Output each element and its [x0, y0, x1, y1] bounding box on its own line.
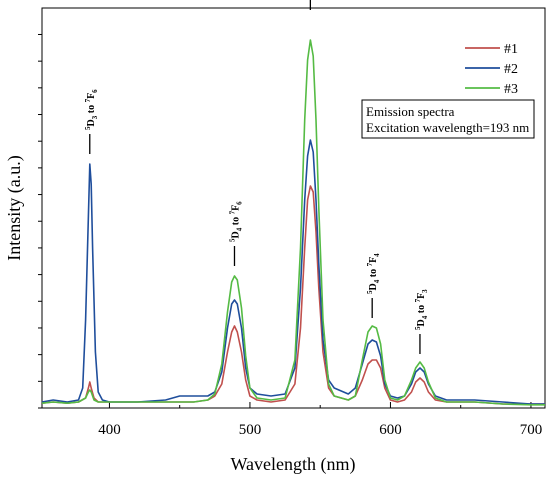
x-tick-label: 400: [98, 422, 121, 438]
annotation-text: 5D3 to 7F6: [84, 89, 99, 130]
annotation-part: F: [86, 93, 97, 99]
annotation-part: to: [368, 266, 379, 279]
legend: #1 #2 #3: [465, 42, 518, 97]
x-tick-label: 600: [379, 422, 402, 438]
y-axis-title: Intensity (a.u.): [4, 155, 25, 260]
info-box-line-1: Emission spectra: [366, 104, 455, 119]
legend-label: #1: [504, 42, 518, 57]
annotation-part: 7: [366, 262, 374, 266]
legend-label: #3: [504, 82, 518, 97]
x-tick-label: 700: [520, 422, 543, 438]
annotation-part: to: [416, 302, 427, 315]
x-axis-ticks: 400 500 600 700: [98, 402, 542, 438]
annotation-part: D: [368, 283, 379, 290]
annotation-label: 5D4 to 7F6: [228, 201, 243, 242]
annotation-text: 5D4 to 7F4: [366, 253, 381, 294]
series-layer: [41, 39, 545, 406]
annotation-part: 4: [421, 315, 429, 319]
series-line-3: [41, 39, 545, 406]
x-axis-title: Wavelength (nm): [230, 454, 355, 475]
x-tick-label: 500: [239, 422, 262, 438]
annotation-part: to: [230, 214, 241, 227]
annotation-part: 5: [228, 238, 236, 242]
annotation-part: D: [230, 231, 241, 238]
annotation-part: F: [416, 293, 427, 299]
annotation-part: 6: [235, 201, 243, 205]
annotation-part: 3: [421, 289, 429, 293]
annotation-part: 6: [91, 89, 99, 93]
annotation-part: 4: [235, 227, 243, 231]
info-box-line-2: Excitation wavelength=193 nm: [366, 120, 529, 135]
info-box-frame: [361, 99, 535, 139]
annotation-part: 5: [84, 126, 92, 130]
annotation-text: 5D4 to 7F6: [228, 201, 243, 242]
annotation-part: 7: [414, 298, 422, 302]
series-line-2: [41, 139, 545, 405]
annotation-part: 7: [84, 98, 92, 102]
annotation-part: 3: [91, 115, 99, 119]
annotation-part: to: [86, 102, 97, 115]
annotation-text: 5D4 to 7F3: [414, 289, 429, 330]
annotation-part: F: [368, 257, 379, 263]
annotation-part: 5: [414, 326, 422, 330]
annotation-part: 7: [228, 210, 236, 214]
legend-label: #2: [504, 62, 518, 77]
y-axis-ticks: [38, 33, 42, 409]
annotation-part: 4: [373, 253, 381, 257]
annotation-label: 5D4 to 7F3: [414, 289, 429, 330]
annotation-label: 5D4 to 7F4: [366, 253, 381, 294]
annotation-part: F: [230, 205, 241, 211]
info-box: Emission spectra Excitation wavelength=1…: [361, 99, 535, 139]
plot-frame: [41, 7, 546, 409]
annotation-part: D: [416, 319, 427, 326]
annotation-part: 5: [366, 290, 374, 294]
annotation-part: D: [86, 119, 97, 126]
annotation-part: 4: [373, 279, 381, 283]
annotation-label: 5D3 to 7F6: [84, 89, 99, 130]
